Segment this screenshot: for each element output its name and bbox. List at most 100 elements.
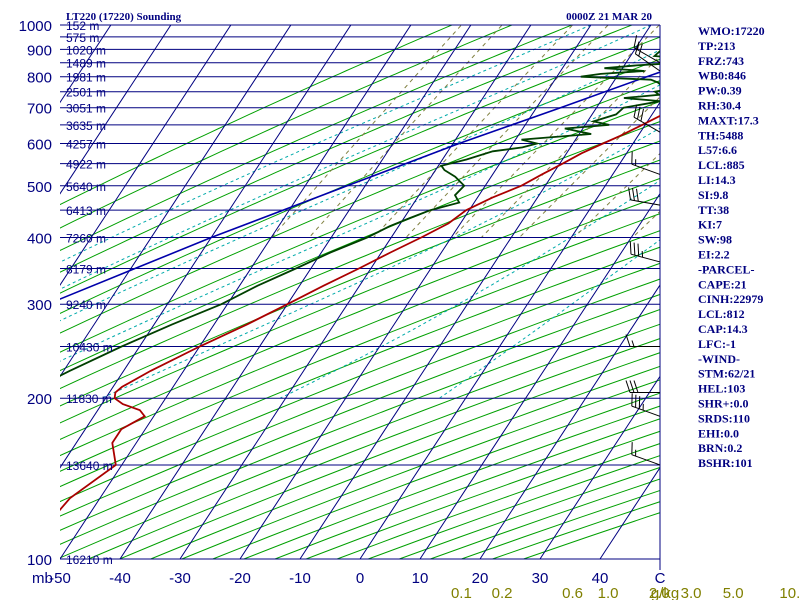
pressure-label: 100 <box>27 552 52 569</box>
index-value: BRN:0.2 <box>698 441 742 455</box>
wind-barb-flag <box>638 43 643 57</box>
mixing-ratio-line <box>519 96 660 238</box>
dry-adiabat <box>60 246 660 488</box>
dry-adiabat <box>60 25 454 206</box>
mixing-ratio-label: 0.2 <box>492 585 513 600</box>
temperature-label: -10 <box>289 570 311 587</box>
temperature-label: 20 <box>472 570 489 587</box>
index-value: L57:6.6 <box>698 143 737 157</box>
index-value: SI:9.8 <box>698 188 728 202</box>
dry-adiabat <box>60 213 660 457</box>
mixing-ratio-line <box>573 152 660 238</box>
dry-adiabat <box>60 25 574 252</box>
wind-barb-staff <box>633 47 661 64</box>
dry-adiabat <box>60 36 660 294</box>
height-label: 6413 m <box>66 204 106 218</box>
mixing-ratio-label: 0.6 <box>562 585 583 600</box>
height-label: 16210 m <box>66 553 113 567</box>
wind-barb <box>625 334 661 348</box>
moist-adiabat <box>60 84 660 362</box>
dry-adiabat <box>60 80 660 334</box>
pressure-label: 1000 <box>19 18 52 35</box>
dry-adiabat <box>60 278 660 517</box>
temperature-trace <box>60 114 660 512</box>
wind-barb <box>633 104 661 133</box>
height-label: 1489 m <box>66 57 106 71</box>
wind-barb-half-flag <box>637 43 640 50</box>
temperature-label: -20 <box>229 570 251 587</box>
wind-barb-staff <box>630 253 661 263</box>
wind-barb-half-flag <box>631 340 635 347</box>
pressure-label: 900 <box>27 42 52 59</box>
height-label: 7260 m <box>66 231 106 245</box>
isotherm <box>60 25 352 469</box>
dry-adiabat <box>88 338 660 560</box>
index-value: CAP:14.3 <box>698 322 748 336</box>
wind-barb-flag <box>628 187 631 200</box>
index-value: PW:0.39 <box>698 84 742 98</box>
mixing-ratio-line <box>373 25 574 238</box>
mixing-ratio-label: 3.0 <box>681 585 702 600</box>
wind-barb <box>631 442 661 466</box>
pressure-unit-label: mb <box>32 570 53 587</box>
profile-layer <box>60 49 660 512</box>
wind-barb <box>631 151 661 175</box>
label-layer: 16210 m 13640 m 11830 m 10430 m 9240 m 8179 m… <box>19 18 800 600</box>
wind-barb <box>631 393 661 417</box>
index-value: FRZ:743 <box>698 54 744 68</box>
index-value: EI:2.2 <box>698 248 730 262</box>
height-label: 2501 m <box>66 86 106 100</box>
mixing-ratio-line <box>481 55 660 238</box>
index-value: -WIND- <box>698 352 740 366</box>
index-value: LCL:812 <box>698 307 745 321</box>
dry-adiabat <box>60 121 660 372</box>
dewpoint-trace <box>60 49 660 377</box>
dry-adiabat <box>60 58 660 315</box>
index-value: SW:98 <box>698 233 732 247</box>
isotherm <box>179 25 532 560</box>
isotherm <box>60 25 292 378</box>
temperature-label: 10 <box>412 570 429 587</box>
index-value: BSHR:101 <box>698 456 753 470</box>
height-label: 3635 m <box>66 119 106 133</box>
wind-barb-staff <box>635 53 661 72</box>
mixing-ratio-label: 10.0 <box>779 585 800 600</box>
dry-adiabat <box>60 159 660 407</box>
wind-barb-flag <box>625 334 631 347</box>
dry-adiabat <box>60 177 660 424</box>
wind-barb-staff <box>633 116 661 133</box>
index-value: SRDS:110 <box>698 411 750 425</box>
dry-adiabat <box>60 293 660 531</box>
moist-adiabat <box>60 49 660 322</box>
isotherm <box>419 192 660 560</box>
wind-barb-flag <box>637 243 640 257</box>
temperature-label: -50 <box>49 570 71 587</box>
wind-barb-flag <box>633 380 639 393</box>
isotherm <box>119 25 472 560</box>
wind-barb-flag <box>633 242 636 256</box>
temperature-label: 30 <box>532 570 549 587</box>
temperature-label: -30 <box>169 570 191 587</box>
index-value: TP:213 <box>698 39 735 53</box>
dry-adiabat <box>60 323 660 559</box>
index-value: SHR+:0.0 <box>698 397 749 411</box>
mixing-ratio-label: 0.1 <box>451 585 472 600</box>
wind-barb-staff <box>631 454 661 466</box>
temperature-label: 40 <box>592 570 609 587</box>
wind-barb-flag <box>640 108 644 122</box>
parcel-trace <box>60 71 660 300</box>
index-value: MAXT:17.3 <box>698 113 759 127</box>
index-value: WB0:846 <box>698 69 746 83</box>
temperature-label: C <box>655 570 666 587</box>
station-title: LT220 (17220) Sounding <box>66 11 182 23</box>
isotherm <box>239 25 592 560</box>
dry-adiabat <box>60 230 660 472</box>
isobar-layer <box>60 24 661 570</box>
mixing-ratio-label: 2.0 <box>649 585 670 600</box>
height-label: 9240 m <box>66 298 106 312</box>
dry-adiabat <box>60 25 634 273</box>
index-value: RH:30.4 <box>698 99 741 113</box>
index-value: LFC:-1 <box>698 337 736 351</box>
height-label: 10430 m <box>66 341 113 355</box>
isotherm <box>60 25 172 195</box>
